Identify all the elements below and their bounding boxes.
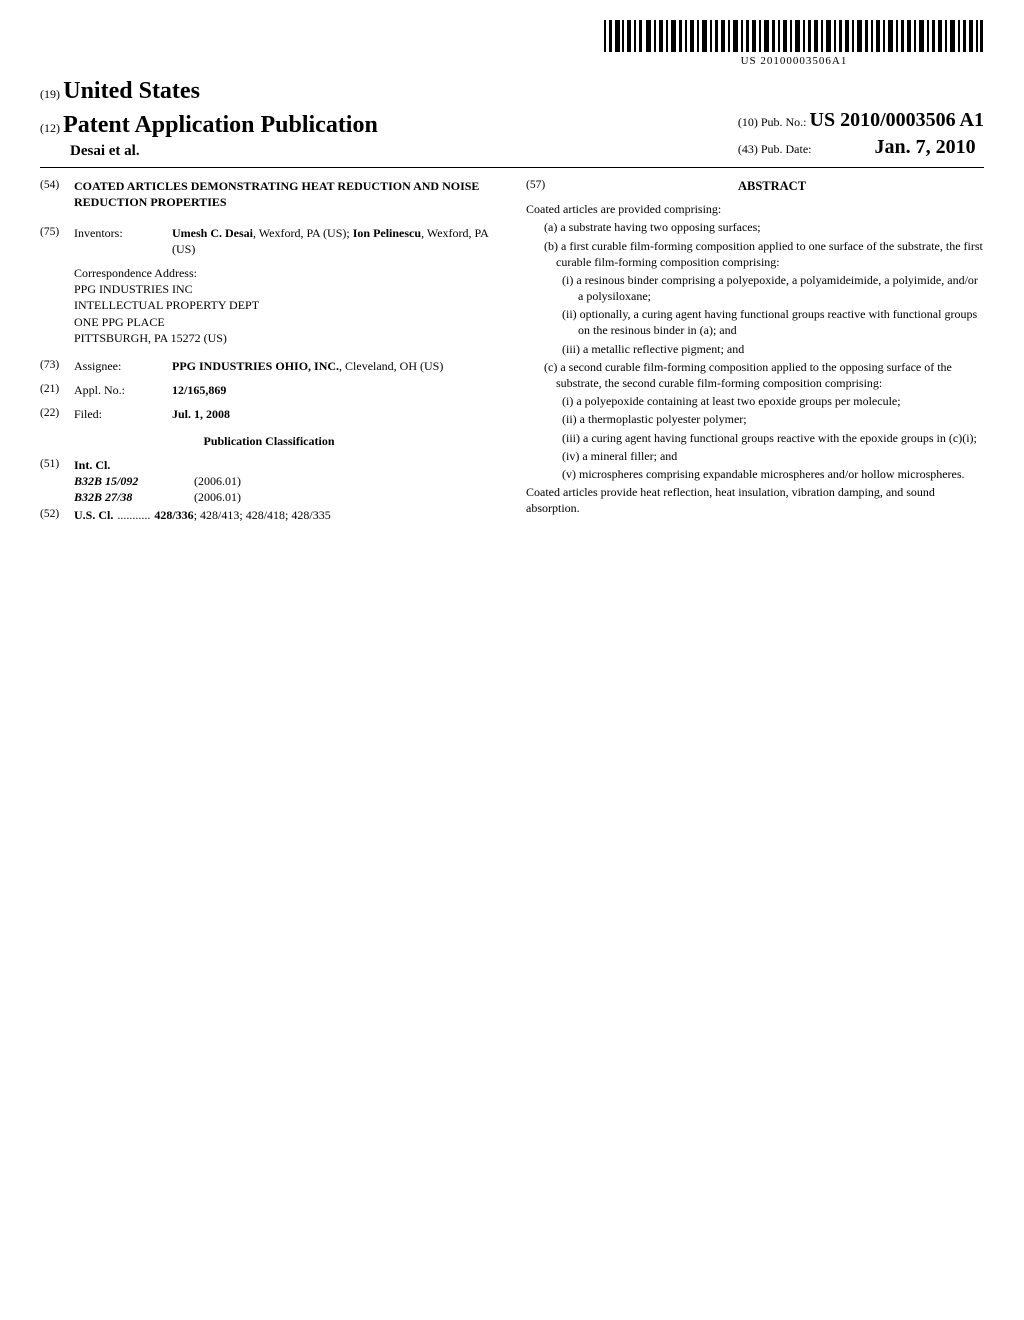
uscl-dots: ........... <box>117 507 150 523</box>
correspondence-label: Correspondence Address: <box>74 265 498 281</box>
pubdate-num: (43) <box>738 142 758 156</box>
appl-val: 12/165,869 <box>172 382 498 398</box>
filed-num: (22) <box>40 406 74 422</box>
corr-line: PITTSBURGH, PA 15272 (US) <box>74 330 498 346</box>
uscl-num: (52) <box>40 507 74 523</box>
header-country: United States <box>63 78 200 104</box>
uscl-content: U.S. Cl. ........... 428/336; 428/413; 4… <box>74 507 498 523</box>
abstract-item: (iii) a curing agent having functional g… <box>562 430 984 446</box>
barcode-bars <box>604 20 984 52</box>
intcl-row: (51) Int. Cl. B32B 15/092 (2006.01) B32B… <box>40 457 498 506</box>
abstract-item: (v) microspheres comprising expandable m… <box>562 466 984 482</box>
left-column: (54) COATED ARTICLES DEMONSTRATING HEAT … <box>40 178 498 531</box>
corr-line: PPG INDUSTRIES INC <box>74 281 498 297</box>
abstract-item: (i) a polyepoxide containing at least tw… <box>562 393 984 409</box>
intcl-code: B32B 27/38 <box>74 489 194 505</box>
intcl-block: Int. Cl. B32B 15/092 (2006.01) B32B 27/3… <box>74 457 498 506</box>
intcl-num: (51) <box>40 457 74 506</box>
pubdate-label: Pub. Date: <box>761 142 812 156</box>
inventors-row: (75) Inventors: Umesh C. Desai, Wexford,… <box>40 225 498 257</box>
header-pubtype-num: (12) <box>40 121 60 135</box>
columns: (54) COATED ARTICLES DEMONSTRATING HEAT … <box>40 178 984 531</box>
header-pubtype: Patent Application Publication <box>63 112 378 138</box>
right-column: (57) ABSTRACT Coated articles are provid… <box>526 178 984 531</box>
pubno-num: (10) <box>738 115 758 129</box>
abstract-closing: Coated articles provide heat reflection,… <box>526 484 984 516</box>
header-line1: (19) United States <box>40 75 984 107</box>
header-pubtype-line: (12) Patent Application Publication <box>40 109 378 141</box>
header-left: (12) Patent Application Publication Desa… <box>40 109 378 162</box>
abstract-item: (iii) a metallic reflective pigment; and <box>562 341 984 357</box>
header-rule <box>40 167 984 168</box>
assignee-val: PPG INDUSTRIES OHIO, INC., Cleveland, OH… <box>172 358 498 374</box>
corr-line: ONE PPG PLACE <box>74 314 498 330</box>
abstract-item: (iv) a mineral filler; and <box>562 448 984 464</box>
pubno-line: (10) Pub. No.: US 2010/0003506 A1 <box>738 107 984 134</box>
intcl-entry: B32B 27/38 (2006.01) <box>74 489 498 505</box>
correspondence: Correspondence Address: PPG INDUSTRIES I… <box>74 265 498 346</box>
pubclass-header: Publication Classification <box>40 433 498 449</box>
title-text: COATED ARTICLES DEMONSTRATING HEAT REDUC… <box>74 178 498 210</box>
appl-label: Appl. No.: <box>74 382 172 398</box>
abstract-item: (ii) a thermoplastic polyester polymer; <box>562 411 984 427</box>
barcode-svg <box>604 20 984 52</box>
uscl-val: 428/336; 428/413; 428/418; 428/335 <box>154 507 330 523</box>
abstract-header: (57) ABSTRACT <box>526 178 984 195</box>
abstract-item: (b) a first curable film-forming composi… <box>544 238 984 270</box>
intcl-year: (2006.01) <box>194 489 241 505</box>
barcode-area: US 20100003506A1 <box>40 20 984 69</box>
intcl-label: Int. Cl. <box>74 457 498 473</box>
abstract-num: (57) <box>526 178 560 195</box>
title-num: (54) <box>40 178 74 210</box>
pubdate-val: Jan. 7, 2010 <box>875 136 976 158</box>
header-block: (19) United States (12) Patent Applicati… <box>40 75 984 161</box>
filed-row: (22) Filed: Jul. 1, 2008 <box>40 406 498 422</box>
intcl-entry: B32B 15/092 (2006.01) <box>74 473 498 489</box>
pubno-label: Pub. No.: <box>761 115 807 129</box>
uscl-row: (52) U.S. Cl. ........... 428/336; 428/4… <box>40 507 498 523</box>
abstract-item: (a) a substrate having two opposing surf… <box>544 219 984 235</box>
assignee-row: (73) Assignee: PPG INDUSTRIES OHIO, INC.… <box>40 358 498 374</box>
header-authors: Desai et al. <box>70 141 378 161</box>
filed-val: Jul. 1, 2008 <box>172 406 498 422</box>
pubno-val: US 2010/0003506 A1 <box>810 109 984 131</box>
header-row2: (12) Patent Application Publication Desa… <box>40 107 984 161</box>
title-row: (54) COATED ARTICLES DEMONSTRATING HEAT … <box>40 178 498 210</box>
header-country-num: (19) <box>40 87 60 101</box>
inventors-num: (75) <box>40 225 74 257</box>
intcl-code: B32B 15/092 <box>74 473 194 489</box>
abstract-item: (i) a resinous binder comprising a polye… <box>562 272 984 304</box>
abstract-intro: Coated articles are provided comprising: <box>526 201 984 217</box>
inventors-label: Inventors: <box>74 225 172 257</box>
abstract-title: ABSTRACT <box>560 178 984 195</box>
inventors-val: Umesh C. Desai, Wexford, PA (US); Ion Pe… <box>172 225 498 257</box>
header-right: (10) Pub. No.: US 2010/0003506 A1 (43) P… <box>738 107 984 161</box>
corr-line: INTELLECTUAL PROPERTY DEPT <box>74 297 498 313</box>
appl-row: (21) Appl. No.: 12/165,869 <box>40 382 498 398</box>
appl-num: (21) <box>40 382 74 398</box>
barcode-number: US 20100003506A1 <box>604 54 984 69</box>
uscl-label: U.S. Cl. <box>74 507 113 523</box>
assignee-num: (73) <box>40 358 74 374</box>
pubdate-line: (43) Pub. Date: Jan. 7, 2010 <box>738 134 984 161</box>
abstract-item: (c) a second curable film-forming compos… <box>544 359 984 391</box>
assignee-label: Assignee: <box>74 358 172 374</box>
abstract-body: Coated articles are provided comprising:… <box>526 201 984 516</box>
filed-label: Filed: <box>74 406 172 422</box>
correspondence-body: PPG INDUSTRIES INC INTELLECTUAL PROPERTY… <box>74 281 498 346</box>
intcl-year: (2006.01) <box>194 473 241 489</box>
barcode: US 20100003506A1 <box>604 20 984 69</box>
abstract-item: (ii) optionally, a curing agent having f… <box>562 306 984 338</box>
